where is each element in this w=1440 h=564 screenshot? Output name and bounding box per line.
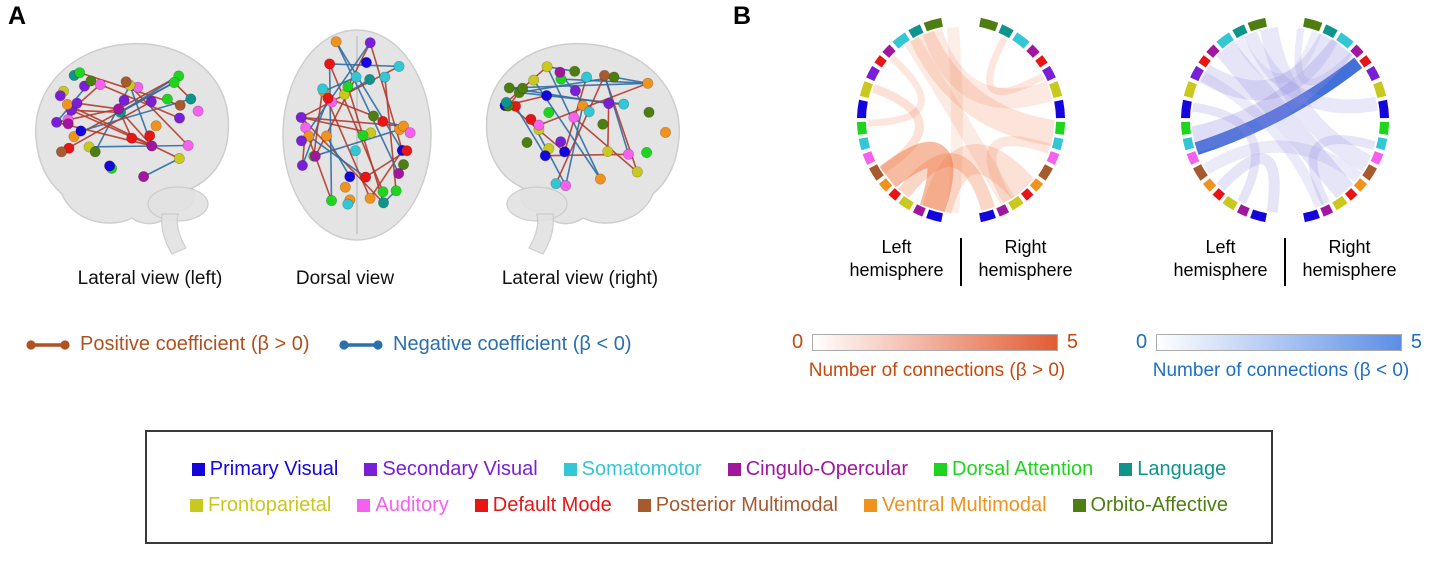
hemisphere-divider — [1284, 238, 1286, 286]
legend-item-label: Frontoparietal — [207, 493, 332, 516]
colorbar-gradient — [1156, 333, 1402, 351]
negative-coefficient-legend: Negative coefficient (β < 0) — [338, 333, 631, 356]
network-legend-row-2: Frontoparietal Auditory Default Mode Pos… — [147, 494, 1271, 517]
colorbar-max-value: 5 — [1410, 331, 1422, 353]
colorbar-negative: 0 5 — [1136, 332, 1422, 352]
hemisphere-labels-positive: Left hemisphere Right hemisphere — [839, 236, 1083, 286]
legend-item-label: Primary Visual — [209, 457, 339, 480]
network-color-swatch — [637, 498, 651, 512]
positive-edge-icon — [26, 339, 70, 350]
positive-coefficient-label: Positive coefficient (β > 0) — [80, 333, 310, 355]
legend-item-label: Orbito-Affective — [1090, 493, 1229, 516]
network-color-swatch — [1119, 462, 1133, 476]
legend-item-label: Ventral Multimodal — [882, 493, 1047, 516]
hemisphere-label-line: hemisphere — [849, 260, 944, 281]
negative-coefficient-label: Negative coefficient (β < 0) — [393, 333, 632, 355]
chord-diagram-positive — [857, 17, 1065, 223]
colorbar-positive-label: Number of connections (β > 0) — [808, 360, 1066, 381]
brain-lateral-right-view — [485, 42, 680, 255]
network-color-swatch — [474, 498, 488, 512]
hemisphere-label-line: hemisphere — [1302, 260, 1397, 281]
network-color-swatch — [934, 462, 948, 476]
panel-b-label: B — [733, 2, 752, 30]
caption-lateral-left: Lateral view (left) — [77, 268, 223, 289]
legend-item-ventral-multimodal: Ventral Multimodal — [864, 494, 1047, 517]
hemisphere-labels-negative: Left hemisphere Right hemisphere — [1163, 236, 1407, 286]
colorbar-min-value: 0 — [792, 331, 804, 353]
network-color-swatch — [189, 498, 203, 512]
hemisphere-divider — [960, 238, 962, 286]
brain-lateral-left-view — [35, 42, 230, 255]
network-color-swatch — [563, 462, 577, 476]
legend-item-default-mode: Default Mode — [474, 493, 612, 517]
legend-item-frontoparietal: Frontoparietal — [189, 493, 332, 517]
negative-edge-icon — [339, 339, 383, 350]
legend-item-somatomotor: Somatomotor — [563, 457, 702, 481]
legend-item-label: Somatomotor — [581, 457, 702, 480]
brain-silhouette — [485, 42, 680, 255]
legend-item-primary-visual: Primary Visual — [191, 457, 339, 481]
colorbar-min-value: 0 — [1136, 331, 1148, 353]
colorbar-positive: 0 5 — [792, 332, 1078, 352]
network-color-swatch — [191, 462, 205, 476]
legend-item-label: Language — [1137, 457, 1227, 480]
panel-a-label: A — [8, 2, 27, 30]
legend-item-cingulo-opercular: Cingulo-Opercular — [727, 457, 909, 481]
network-legend-box: Primary Visual Secondary Visual Somatomo… — [145, 430, 1273, 544]
left-hemisphere-label: Left hemisphere — [1163, 236, 1278, 283]
caption-lateral-right: Lateral view (right) — [501, 268, 659, 289]
hemisphere-label-line: Left — [1205, 237, 1236, 257]
legend-item-posterior-multimodal: Posterior Multimodal — [637, 493, 839, 517]
legend-item-label: Cingulo-Opercular — [745, 457, 909, 480]
network-color-swatch — [364, 462, 378, 476]
legend-item-label: Dorsal Attention — [952, 457, 1094, 480]
left-hemisphere-label: Left hemisphere — [839, 236, 954, 283]
right-hemisphere-label: Right hemisphere — [968, 236, 1083, 283]
right-hemisphere-label: Right hemisphere — [1292, 236, 1407, 283]
legend-item-secondary-visual: Secondary Visual — [364, 457, 538, 481]
hemisphere-label-line: Left — [881, 237, 912, 257]
legend-item-label: Secondary Visual — [382, 457, 538, 480]
network-color-swatch — [357, 498, 371, 512]
chord-diagram-negative — [1181, 17, 1389, 223]
network-legend-row-1: Primary Visual Secondary Visual Somatomo… — [147, 458, 1271, 481]
colorbar-gradient — [812, 333, 1058, 351]
brain-dorsal-view — [282, 29, 432, 241]
hemisphere-label-line: hemisphere — [978, 260, 1073, 281]
network-color-swatch — [864, 498, 878, 512]
colorbar-max-value: 5 — [1066, 331, 1078, 353]
legend-item-orbito-affective: Orbito-Affective — [1072, 493, 1229, 517]
network-color-swatch — [1072, 498, 1086, 512]
network-color-swatch — [727, 462, 741, 476]
legend-item-label: Default Mode — [492, 493, 612, 516]
legend-item-dorsal-attention: Dorsal Attention — [934, 458, 1093, 481]
positive-coefficient-legend: Positive coefficient (β > 0) — [25, 333, 310, 356]
hemisphere-label-line: Right — [1004, 237, 1047, 257]
legend-item-label: Posterior Multimodal — [655, 493, 839, 516]
colorbar-negative-label: Number of connections (β < 0) — [1152, 360, 1410, 381]
legend-item-language: Language — [1119, 458, 1226, 481]
hemisphere-label-line: Right — [1328, 237, 1371, 257]
caption-dorsal: Dorsal view — [295, 268, 395, 289]
legend-item-label: Auditory — [375, 493, 449, 516]
hemisphere-label-line: hemisphere — [1173, 260, 1268, 281]
legend-item-auditory: Auditory — [357, 493, 449, 517]
